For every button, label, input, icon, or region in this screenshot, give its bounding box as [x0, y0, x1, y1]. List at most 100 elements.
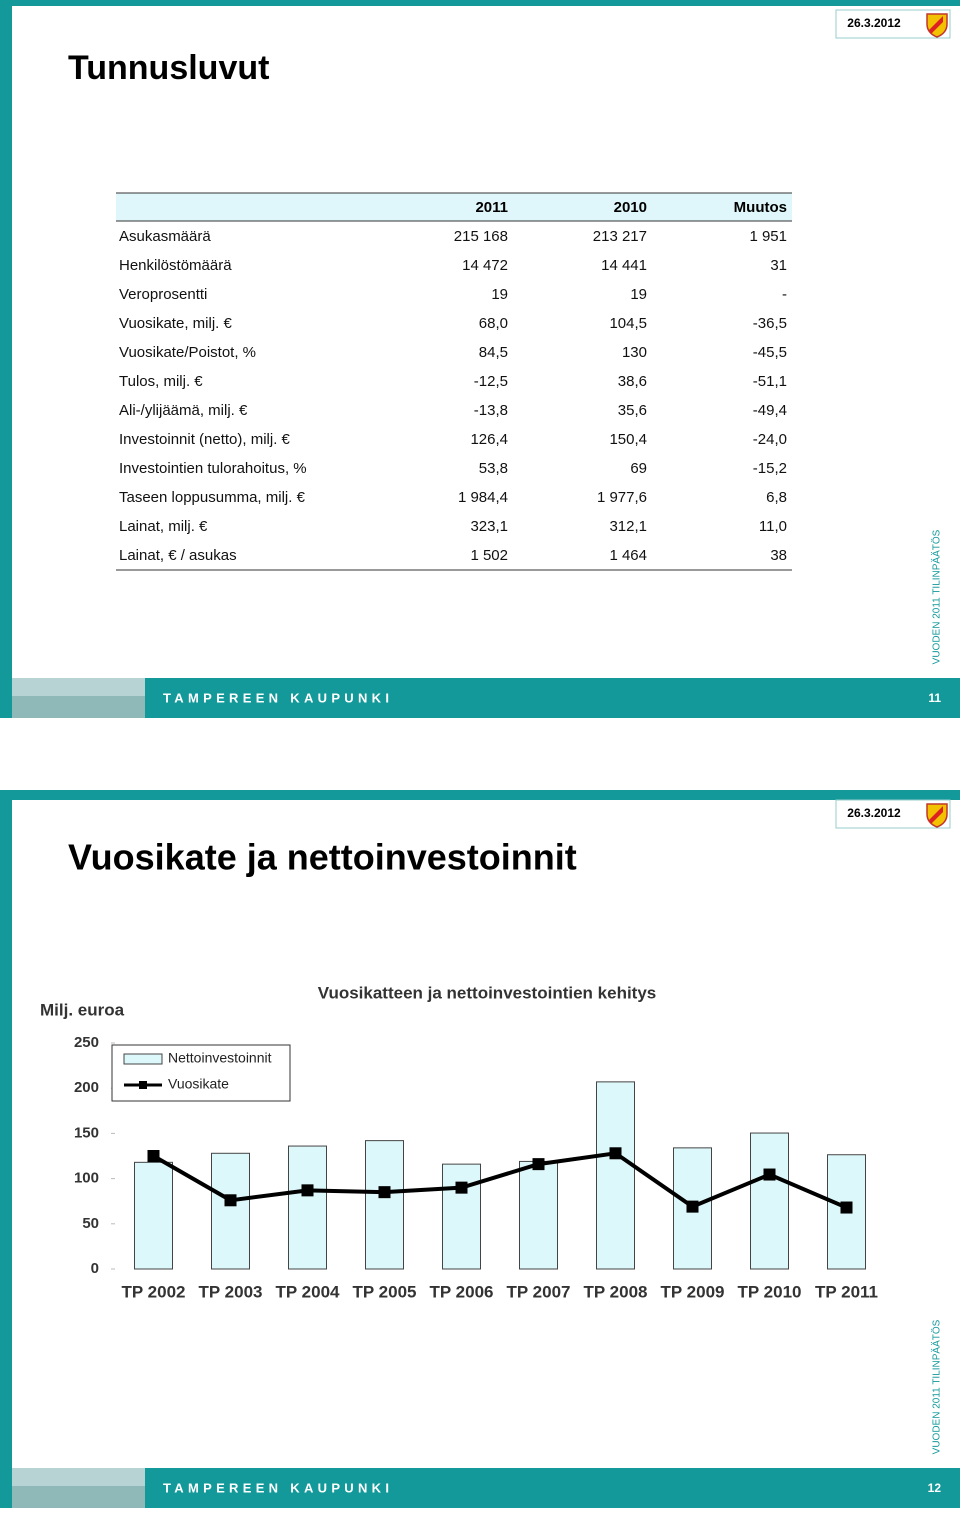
table-cell: 84,5 [479, 344, 508, 361]
frame-top [0, 0, 960, 6]
bar [750, 1132, 789, 1270]
bar [596, 1081, 635, 1270]
table-cell: 19 [491, 286, 508, 303]
table-cell: 69 [630, 460, 647, 477]
page-number: 12 [928, 1481, 942, 1495]
table-cell: 1 977,6 [597, 489, 647, 506]
frame-left [0, 790, 12, 1508]
table-cell: Vuosikate, milj. € [119, 315, 232, 332]
line-marker [301, 1184, 314, 1197]
table-cell: 323,1 [470, 518, 508, 535]
line-marker [763, 1168, 776, 1181]
table-cell: 31 [770, 257, 787, 274]
table-cell: Investointien tulorahoitus, % [119, 460, 307, 477]
y-tick-label: 200 [74, 1079, 99, 1096]
table-cell: 11,0 [759, 518, 787, 535]
slide-title: Vuosikate ja nettoinvestoinnit [68, 837, 577, 878]
table-cell: Lainat, milj. € [119, 518, 208, 535]
table-cell: Vuosikate/Poistot, % [119, 344, 256, 361]
x-tick-label: TP 2004 [276, 1282, 341, 1301]
legend-marker [139, 1081, 147, 1089]
legend-label: Vuosikate [168, 1076, 229, 1092]
table-cell: -15,2 [753, 460, 787, 477]
y-tick-label: 0 [91, 1260, 99, 1277]
table-cell: 19 [630, 286, 647, 303]
footer-text: TAMPEREEN KAUPUNKI [163, 690, 393, 705]
table-cell: 312,1 [609, 518, 647, 535]
table-header-bg [116, 193, 792, 221]
table-cell: 68,0 [479, 315, 508, 332]
table-cell: 130 [622, 344, 647, 361]
footer-band [0, 678, 960, 718]
table-header-cell: 2011 [475, 199, 508, 216]
y-tick-label: 50 [82, 1215, 99, 1232]
x-tick-label: TP 2002 [122, 1282, 186, 1301]
legend-swatch [123, 1053, 163, 1065]
table-cell: -36,5 [753, 315, 787, 332]
x-tick-label: TP 2011 [815, 1282, 878, 1301]
table-cell: 14 472 [462, 257, 508, 274]
x-tick-label: TP 2008 [584, 1282, 648, 1301]
line-marker [686, 1200, 699, 1213]
table-cell: Ali-/ylijäämä, milj. € [119, 402, 248, 419]
table-cell: 38 [770, 547, 787, 564]
x-tick-label: TP 2006 [430, 1282, 494, 1301]
table-cell: -12,5 [474, 373, 508, 390]
x-tick-label: TP 2003 [199, 1282, 263, 1301]
x-tick-label: TP 2005 [353, 1282, 417, 1301]
frame-left [0, 0, 12, 718]
table-cell: Taseen loppusumma, milj. € [119, 489, 306, 506]
table-cell: 35,6 [618, 402, 647, 419]
table-header-cell: Muutos [734, 199, 787, 216]
logo-mark [929, 806, 943, 824]
footer-image-sky [12, 678, 145, 696]
table-cell: - [782, 286, 787, 303]
side-text: VUODEN 2011 TILINPÄÄTÖS [931, 1319, 943, 1454]
bar [134, 1161, 173, 1270]
y-tick-label: 100 [74, 1170, 99, 1187]
y-tick-label: 150 [74, 1124, 99, 1141]
line [152, 1151, 848, 1210]
bar [519, 1160, 558, 1270]
x-tick-label: TP 2009 [661, 1282, 725, 1301]
line-marker [224, 1194, 237, 1207]
page-number: 11 [928, 691, 941, 705]
table-cell: -45,5 [753, 344, 787, 361]
table-cell: 53,8 [479, 460, 508, 477]
frame-top [0, 790, 960, 800]
table-cell: -49,4 [753, 402, 787, 419]
table-cell: 38,6 [618, 373, 647, 390]
line-marker [455, 1181, 468, 1194]
table-cell: 1 502 [470, 547, 508, 564]
table-cell: 1 464 [609, 547, 647, 564]
bar [442, 1163, 481, 1270]
x-tick-label: TP 2007 [507, 1282, 571, 1301]
side-text: VUODEN 2011 TILINPÄÄTÖS [931, 529, 943, 664]
chart-title: Vuosikatteen ja nettoinvestointien kehit… [318, 983, 657, 1002]
line-marker [532, 1158, 545, 1171]
table-cell: -13,8 [474, 402, 508, 419]
line-marker [147, 1150, 160, 1162]
date: 26.3.2012 [847, 16, 901, 30]
bar [365, 1140, 404, 1270]
table-cell: 215 168 [454, 228, 508, 245]
legend-label: Nettoinvestoinnit [168, 1050, 272, 1066]
slide-title: Tunnusluvut [68, 49, 269, 87]
footer-text: TAMPEREEN KAUPUNKI [163, 1480, 393, 1495]
table-header-cell: 2010 [614, 199, 647, 216]
table-cell: 6,8 [766, 489, 787, 506]
x-tick-label: TP 2010 [738, 1282, 802, 1301]
table-cell: Lainat, € / asukas [119, 547, 237, 564]
bar [673, 1147, 712, 1270]
table-cell: -51,1 [753, 373, 787, 390]
y-tick-label: 250 [74, 1034, 99, 1051]
table-cell: Veroprosentti [119, 286, 207, 303]
table-cell: Henkilöstömäärä [119, 257, 232, 274]
bar [211, 1152, 250, 1270]
table-cell: 126,4 [470, 431, 508, 448]
table-cell: Tulos, milj. € [119, 373, 203, 390]
table-cell: 1 951 [749, 228, 787, 245]
bar [288, 1145, 327, 1270]
footer-band [0, 1468, 960, 1508]
